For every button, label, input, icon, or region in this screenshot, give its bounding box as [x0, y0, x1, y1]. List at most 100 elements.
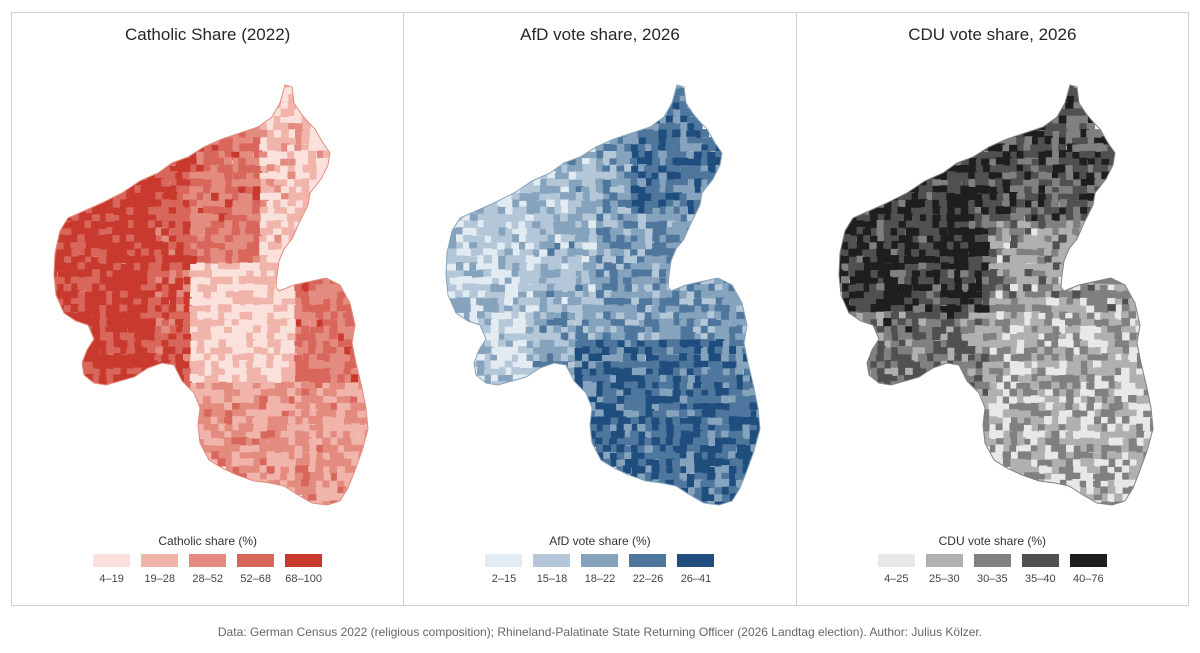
municipality-cell [246, 220, 255, 229]
municipality-cell [183, 305, 193, 314]
municipality-cell [280, 396, 289, 405]
municipality-cell [1099, 164, 1109, 174]
municipality-cell [98, 242, 108, 251]
municipality-cell [1016, 276, 1025, 285]
municipality-cell [637, 466, 646, 475]
municipality-cell [266, 360, 275, 370]
municipality-cell [975, 158, 985, 167]
municipality-cell [322, 292, 331, 301]
municipality-cell [1121, 452, 1131, 461]
municipality-cell [231, 444, 240, 453]
municipality-cell [693, 298, 703, 308]
municipality-cell [469, 270, 479, 280]
municipality-cell [1122, 347, 1131, 356]
municipality-cell [224, 276, 233, 286]
municipality-cell [903, 276, 913, 286]
municipality-cell [1080, 395, 1090, 405]
municipality-cell [624, 402, 633, 412]
municipality-cell [702, 382, 711, 392]
municipality-cell [1129, 332, 1138, 342]
municipality-cell [197, 340, 206, 350]
municipality-cell [1092, 354, 1102, 364]
municipality-cell [456, 242, 466, 251]
municipality-cell [996, 214, 1005, 223]
municipality-cell [1016, 248, 1025, 258]
municipality-cell [1080, 291, 1090, 300]
municipality-cell [484, 368, 493, 378]
municipality-cell [953, 277, 963, 287]
municipality-cell [302, 431, 312, 440]
municipality-cell [905, 199, 914, 209]
municipality-cell [603, 417, 612, 426]
municipality-cell [687, 143, 697, 152]
municipality-cell [870, 277, 879, 287]
municipality-cell [218, 312, 227, 322]
municipality-cell [525, 214, 534, 223]
municipality-cell [1002, 409, 1012, 418]
municipality-cell [1058, 108, 1068, 118]
municipality-cell [666, 234, 675, 244]
municipality-cell [498, 297, 507, 307]
municipality-cell [1101, 340, 1111, 350]
municipality-cell [652, 242, 662, 252]
municipality-cell [491, 221, 501, 231]
municipality-cell [232, 424, 242, 433]
municipality-cell [266, 458, 276, 467]
municipality-cell [526, 361, 535, 370]
municipality-cell [869, 249, 878, 258]
municipality-cell [961, 172, 970, 182]
municipality-cell [651, 360, 661, 369]
municipality-cell [1086, 424, 1096, 434]
municipality-cell [238, 340, 247, 349]
municipality-cell [505, 346, 515, 356]
municipality-cell [644, 269, 654, 279]
municipality-cell [259, 143, 268, 153]
municipality-cell [1071, 304, 1081, 314]
municipality-cell [1051, 458, 1061, 468]
municipality-cell [1066, 186, 1075, 195]
municipality-cell [309, 403, 319, 412]
municipality-cell [259, 333, 269, 343]
municipality-cell [478, 284, 487, 293]
municipality-cell [273, 151, 282, 161]
municipality-cell [344, 410, 354, 419]
municipality-cell [526, 200, 536, 209]
municipality-cell [483, 255, 493, 264]
municipality-cell [1072, 417, 1082, 426]
municipality-cell [638, 193, 647, 203]
municipality-cell [847, 263, 857, 272]
municipality-cell [618, 213, 627, 223]
municipality-cell [1010, 151, 1019, 161]
municipality-cell [1072, 318, 1081, 327]
municipality-cell [679, 304, 689, 313]
municipality-cell [161, 235, 170, 244]
municipality-cell [253, 319, 262, 328]
municipality-cell [478, 220, 487, 229]
municipality-cell [1016, 396, 1026, 405]
municipality-cell [576, 319, 585, 329]
municipality-cell [161, 312, 171, 321]
municipality-cell [639, 410, 648, 420]
municipality-cell [169, 213, 178, 223]
municipality-cell [708, 137, 718, 146]
municipality-cell [596, 228, 605, 237]
municipality-cell [280, 333, 289, 342]
municipality-cell [596, 213, 606, 223]
municipality-cell [743, 431, 752, 440]
municipality-cell [1120, 382, 1130, 391]
municipality-cell [1087, 325, 1097, 335]
municipality-cell [659, 318, 668, 328]
municipality-cell [652, 460, 661, 469]
municipality-cell [659, 186, 669, 196]
municipality-cell [204, 234, 213, 244]
municipality-cell [211, 172, 220, 182]
municipality-cell [133, 201, 142, 210]
municipality-cell [148, 262, 158, 271]
municipality-cell [294, 311, 303, 321]
municipality-cell [217, 417, 226, 426]
municipality-cell [617, 242, 626, 252]
municipality-cell [651, 375, 661, 385]
municipality-cell [218, 179, 227, 189]
municipality-cell [736, 465, 746, 474]
municipality-cell [105, 234, 114, 243]
